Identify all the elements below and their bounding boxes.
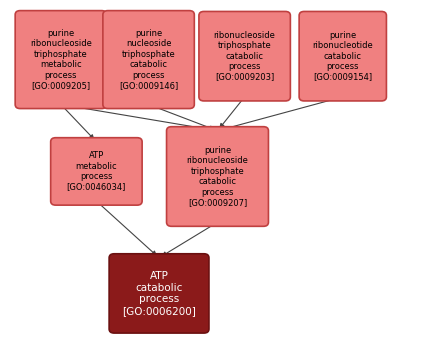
- Text: purine
ribonucleoside
triphosphate
catabolic
process
[GO:0009207]: purine ribonucleoside triphosphate catab…: [186, 146, 248, 207]
- FancyBboxPatch shape: [198, 11, 290, 101]
- Text: purine
nucleoside
triphosphate
catabolic
process
[GO:0009146]: purine nucleoside triphosphate catabolic…: [118, 29, 178, 90]
- Text: ATP
metabolic
process
[GO:0046034]: ATP metabolic process [GO:0046034]: [66, 151, 126, 192]
- Text: ribonucleoside
triphosphate
catabolic
process
[GO:0009203]: ribonucleoside triphosphate catabolic pr…: [213, 31, 275, 82]
- FancyBboxPatch shape: [102, 11, 194, 109]
- FancyBboxPatch shape: [15, 11, 106, 109]
- FancyBboxPatch shape: [50, 138, 142, 205]
- Text: ATP
catabolic
process
[GO:0006200]: ATP catabolic process [GO:0006200]: [122, 271, 196, 316]
- FancyBboxPatch shape: [166, 127, 268, 226]
- FancyBboxPatch shape: [299, 11, 385, 101]
- FancyBboxPatch shape: [109, 254, 208, 333]
- Text: purine
ribonucleotide
catabolic
process
[GO:0009154]: purine ribonucleotide catabolic process …: [312, 31, 372, 82]
- Text: purine
ribonucleoside
triphosphate
metabolic
process
[GO:0009205]: purine ribonucleoside triphosphate metab…: [30, 29, 92, 90]
